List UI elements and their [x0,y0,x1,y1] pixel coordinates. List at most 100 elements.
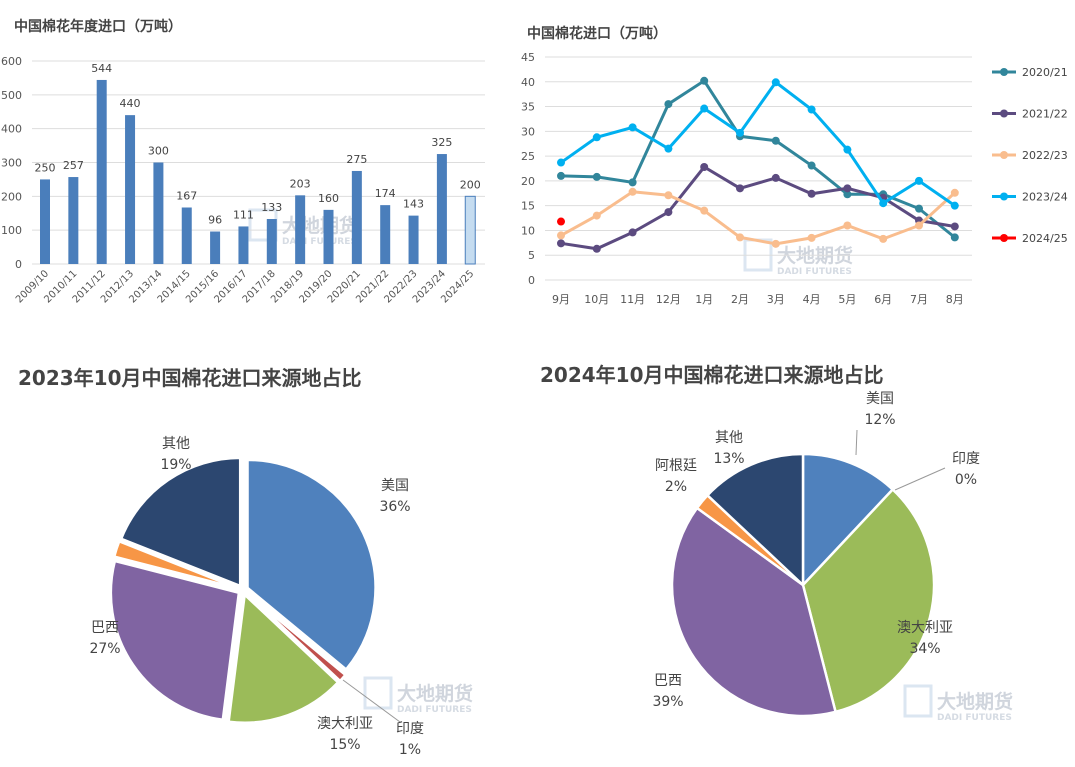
data-point [807,105,816,114]
slice-label: 澳大利亚 [317,716,373,732]
slice-label: 印度 [952,451,980,467]
data-point [700,76,709,85]
slice-label: 阿根廷 [655,458,697,474]
line-title: 中国棉花进口（万吨） [527,25,667,42]
y-tick: 0 [528,274,535,287]
y-tick: 5 [528,249,535,262]
data-point [664,100,673,109]
y-tick: 500 [1,89,22,102]
pie-slice [119,456,242,588]
data-point [843,190,852,199]
pie-slice [705,452,805,588]
slice-pct: 34% [909,641,940,657]
legend-label: 2023/24 [1022,191,1068,204]
data-point [843,145,852,154]
svg-text:大地期货: 大地期货 [397,682,473,705]
bar [125,115,136,264]
data-point [736,233,744,242]
legend-marker [1000,234,1008,242]
bar [40,179,50,264]
legend-label: 2024/25 [1022,232,1068,245]
y-tick: 100 [1,224,22,237]
bar [181,207,192,264]
data-label: 200 [460,178,481,191]
legend-label: 2022/23 [1022,149,1068,162]
data-point [771,78,780,87]
data-point [950,222,959,231]
data-point [915,204,923,213]
legend-label: 2020/21 [1022,66,1068,79]
data-point [843,184,852,193]
data-label: 96 [208,214,222,227]
data-point [557,239,565,248]
y-tick: 0 [15,258,22,271]
data-point [664,208,673,217]
data-point [592,172,601,181]
data-point [592,133,601,142]
bar [153,162,164,264]
data-point [628,123,637,132]
slice-label: 其他 [715,430,743,446]
svg-text:DADI FUTURES: DADI FUTURES [282,237,357,247]
data-point [700,104,709,113]
slice-pct: 13% [713,451,744,467]
data-point [700,163,709,172]
data-point [664,191,673,200]
legend-label: 2021/22 [1022,108,1068,121]
data-label: 203 [290,177,311,190]
slice-pct: 39% [652,694,683,710]
y-tick: 20 [521,175,535,188]
slice-pct: 0% [955,472,977,488]
data-point [628,178,637,187]
data-label: 325 [431,136,452,149]
y-tick: 400 [1,123,22,136]
y-tick: 10 [521,224,535,237]
svg-text:大地期货: 大地期货 [937,690,1013,713]
pie-slice [109,559,241,722]
slice-label: 美国 [866,391,894,407]
x-tick: 4月 [803,293,821,306]
data-label: 257 [63,159,84,172]
data-point [557,217,565,226]
bar [408,215,419,264]
y-tick: 40 [521,76,535,89]
pie-slice [112,539,239,590]
slice-label: 印度 [396,721,424,737]
x-tick: 7月 [910,293,928,306]
legend-marker [1000,68,1008,76]
svg-text:DADI FUTURES: DADI FUTURES [777,267,852,277]
slice-pct: 15% [329,737,360,753]
x-tick: 11月 [620,293,645,306]
x-tick: 10月 [584,293,609,306]
svg-text:大地期货: 大地期货 [282,214,358,237]
x-tick: 5月 [838,293,856,306]
bar [96,79,107,265]
bar-title: 中国棉花年度进口（万吨） [14,18,182,35]
leader-line [342,679,401,723]
series-line [560,190,956,246]
legend-marker [1000,151,1008,159]
series-line [560,80,956,207]
pie-slice [801,452,895,589]
data-label: 174 [375,187,396,200]
x-tick: 6月 [874,293,892,306]
pie-slice [670,506,838,718]
data-point [736,184,744,193]
data-point [950,233,959,242]
bar [380,205,391,264]
y-tick: 15 [521,200,535,213]
bar [323,209,334,264]
legend-marker [1000,192,1008,201]
bar [68,177,79,264]
x-tick: 1月 [695,293,713,306]
x-tick: 2月 [731,293,749,306]
x-tick: 9月 [552,293,570,306]
y-tick: 600 [1,55,22,68]
svg-text:DADI FUTURES: DADI FUTURES [937,713,1012,723]
data-point [915,176,923,185]
slice-label: 巴西 [91,620,119,636]
bar [238,226,249,264]
